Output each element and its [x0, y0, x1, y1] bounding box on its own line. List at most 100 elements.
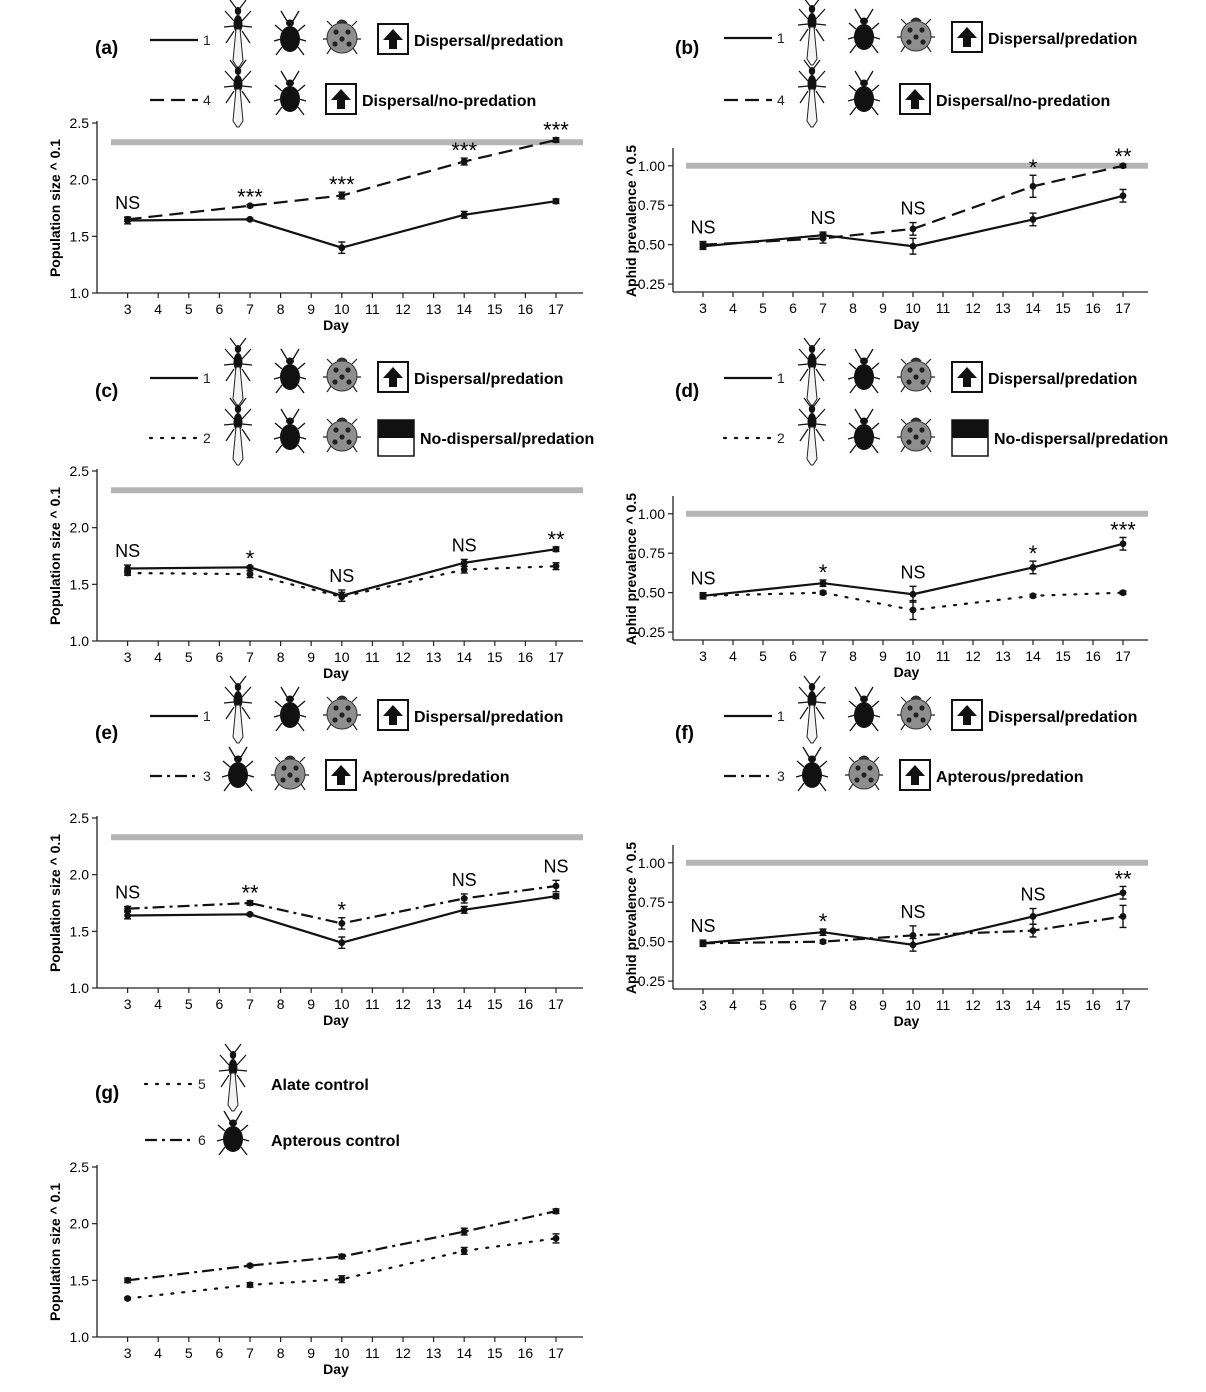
data-point	[1029, 564, 1037, 571]
x-tick-label: 17	[548, 1345, 564, 1361]
y-tick-label: 0.75	[638, 894, 665, 910]
x-tick-label: 3	[124, 649, 132, 665]
data-point	[246, 570, 254, 578]
dispersal-arrow-icon	[377, 23, 409, 55]
x-tick-label: 17	[1115, 300, 1131, 316]
x-axis-title: Day	[894, 316, 920, 332]
significance-label: NS	[452, 535, 477, 555]
y-axis-title: Population size ^ 0.1	[47, 487, 63, 625]
data-point	[819, 579, 827, 587]
significance-label: NS	[690, 569, 715, 589]
x-tick-label: 9	[879, 997, 887, 1013]
ladybird-aphid-icon	[896, 357, 936, 393]
x-tick-label: 4	[154, 996, 162, 1012]
data-point	[246, 910, 254, 918]
legend-entry-2: 2 No-dispersal/predation	[148, 397, 594, 466]
x-tick-label: 6	[216, 996, 224, 1012]
legend-entry-1: 1 Dispersal/predation	[724, 0, 1137, 66]
x-tick-label: 8	[849, 997, 857, 1013]
y-tick-label: 0.75	[638, 197, 665, 213]
data-point	[819, 938, 827, 946]
data-point	[552, 882, 560, 890]
x-tick-label: 5	[185, 649, 193, 665]
alate-aphid-icon	[797, 397, 827, 466]
x-tick-label: 4	[154, 649, 162, 665]
y-axis-title: Population size ^ 0.1	[47, 834, 63, 972]
legend-number: 1	[777, 708, 785, 724]
legend-number: 2	[777, 430, 785, 446]
data-point	[699, 241, 707, 249]
no-dispersal-icon	[951, 419, 989, 457]
y-tick-label: 2.0	[70, 172, 90, 188]
legend-number: 3	[203, 768, 211, 784]
x-tick-label: 5	[185, 996, 193, 1012]
legend-label: No-dispersal/predation	[994, 431, 1168, 448]
x-tick-label: 12	[395, 996, 411, 1012]
x-tick-label: 3	[699, 648, 707, 664]
data-point	[1119, 889, 1127, 897]
x-tick-label: 10	[334, 649, 350, 665]
x-tick-label: 9	[879, 648, 887, 664]
series-4	[699, 162, 1127, 249]
x-tick-label: 10	[334, 996, 350, 1012]
y-tick-label: 1.00	[638, 855, 665, 871]
x-tick-label: 10	[334, 301, 350, 317]
data-point	[552, 197, 560, 205]
x-tick-label: 9	[307, 301, 315, 317]
data-point	[338, 244, 346, 252]
x-tick-label: 11	[365, 1345, 380, 1361]
data-point	[460, 566, 468, 573]
legend-number: 3	[777, 768, 785, 784]
significance-label: NS	[690, 916, 715, 936]
y-axis-title: Population size ^ 0.1	[47, 139, 63, 277]
apterous-aphid-icon	[273, 70, 307, 116]
series-5	[124, 1233, 560, 1302]
significance-label: NS	[690, 218, 715, 238]
panel-label: (a)	[95, 38, 118, 59]
y-tick-label: 2.5	[70, 1159, 90, 1175]
data-point	[246, 899, 254, 907]
x-tick-label: 13	[995, 997, 1011, 1013]
alate-aphid-icon	[797, 675, 827, 744]
y-tick-label: 0.25	[638, 624, 665, 640]
data-point	[819, 234, 827, 242]
x-tick-label: 15	[487, 649, 503, 665]
dispersal-arrow-icon	[325, 83, 357, 115]
data-point	[1029, 927, 1037, 935]
alate-aphid-icon	[797, 337, 827, 406]
y-axis-title: Aphid prevalence ^ 0.5	[623, 145, 639, 297]
panel-c: 1.01.52.02.53 4 5 6 7 8 9 10 11 12 13 14 15 16 17DayPo…	[47, 337, 594, 681]
significance-label: *	[1029, 541, 1038, 566]
y-axis-title: Population size ^ 0.1	[47, 1183, 63, 1321]
significance-label: **	[1114, 866, 1132, 891]
x-tick-label: 5	[185, 1345, 193, 1361]
data-point	[338, 1253, 346, 1260]
data-point	[552, 1235, 560, 1242]
data-point	[1029, 216, 1037, 223]
y-tick-label: 1.5	[70, 1272, 90, 1288]
y-tick-label: 0.50	[638, 237, 665, 253]
y-tick-label: 0.75	[638, 545, 665, 561]
data-point	[699, 592, 707, 600]
x-axis-title: Day	[894, 664, 920, 680]
data-point	[699, 939, 707, 947]
x-tick-label: 4	[729, 300, 737, 316]
y-tick-label: 0.50	[638, 585, 665, 601]
data-point	[1029, 592, 1037, 600]
data-point	[460, 906, 468, 914]
x-tick-label: 5	[759, 648, 767, 664]
x-tick-label: 4	[154, 301, 162, 317]
legend-label: Dispersal/predation	[414, 709, 563, 726]
x-tick-label: 3	[124, 996, 132, 1012]
panel-label: (b)	[675, 38, 699, 59]
apterous-aphid-icon	[273, 686, 307, 732]
legend-label: Dispersal/predation	[414, 371, 563, 388]
alate-aphid-icon	[223, 337, 253, 406]
apterous-aphid-icon	[273, 408, 307, 454]
x-tick-label: 8	[277, 301, 285, 317]
legend-number: 5	[198, 1076, 206, 1092]
panel-b: 0.250.500.751.003 4 5 6 7 8 9 10 11 12 13 14 15 16 17D…	[623, 0, 1148, 332]
series-2	[124, 562, 560, 603]
x-axis-title: Day	[323, 317, 349, 333]
legend-label: Apterous/predation	[362, 769, 510, 786]
